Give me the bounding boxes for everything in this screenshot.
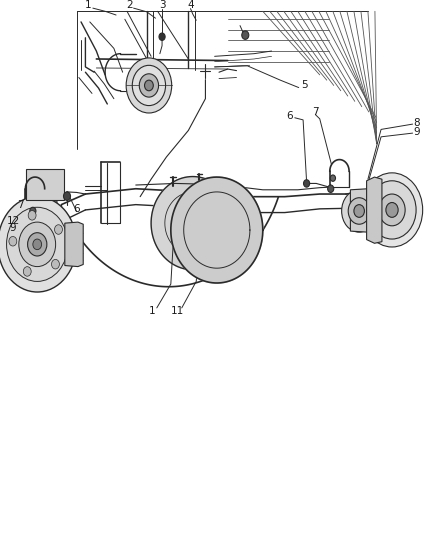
Text: 8: 8 xyxy=(413,118,420,127)
Circle shape xyxy=(54,225,62,235)
Circle shape xyxy=(342,190,377,232)
Circle shape xyxy=(379,194,405,226)
Circle shape xyxy=(28,233,47,256)
Circle shape xyxy=(368,181,416,239)
Circle shape xyxy=(23,266,31,276)
Circle shape xyxy=(126,58,172,113)
Circle shape xyxy=(9,237,17,246)
Text: 2: 2 xyxy=(126,1,133,11)
Text: 5: 5 xyxy=(301,80,308,91)
Circle shape xyxy=(7,207,68,281)
Polygon shape xyxy=(65,222,83,266)
Circle shape xyxy=(361,173,423,247)
Text: 6: 6 xyxy=(286,111,293,120)
Circle shape xyxy=(330,175,336,181)
Circle shape xyxy=(348,198,370,224)
Circle shape xyxy=(33,239,42,249)
Text: 9: 9 xyxy=(10,223,17,233)
Text: 9: 9 xyxy=(413,126,420,136)
Circle shape xyxy=(304,180,310,187)
Circle shape xyxy=(132,66,166,106)
Circle shape xyxy=(242,31,249,39)
Circle shape xyxy=(159,33,165,41)
Polygon shape xyxy=(151,176,234,270)
Text: 11: 11 xyxy=(171,305,184,316)
Polygon shape xyxy=(350,189,368,232)
Text: 7: 7 xyxy=(17,200,24,209)
Circle shape xyxy=(386,203,398,217)
Circle shape xyxy=(139,74,159,97)
Text: 1: 1 xyxy=(149,305,156,316)
Circle shape xyxy=(19,222,56,266)
Circle shape xyxy=(28,211,36,220)
Circle shape xyxy=(30,207,36,215)
Circle shape xyxy=(145,80,153,91)
Text: 1: 1 xyxy=(85,1,92,11)
Polygon shape xyxy=(26,168,64,200)
Polygon shape xyxy=(171,177,263,283)
Polygon shape xyxy=(367,177,382,243)
Text: 12: 12 xyxy=(7,215,20,225)
Circle shape xyxy=(0,197,77,292)
Text: 7: 7 xyxy=(312,107,319,117)
Circle shape xyxy=(328,185,334,192)
Circle shape xyxy=(52,260,60,269)
Text: 3: 3 xyxy=(159,1,166,11)
Circle shape xyxy=(64,192,71,200)
Circle shape xyxy=(354,205,364,217)
Text: 6: 6 xyxy=(73,204,80,214)
Text: 4: 4 xyxy=(187,1,194,11)
